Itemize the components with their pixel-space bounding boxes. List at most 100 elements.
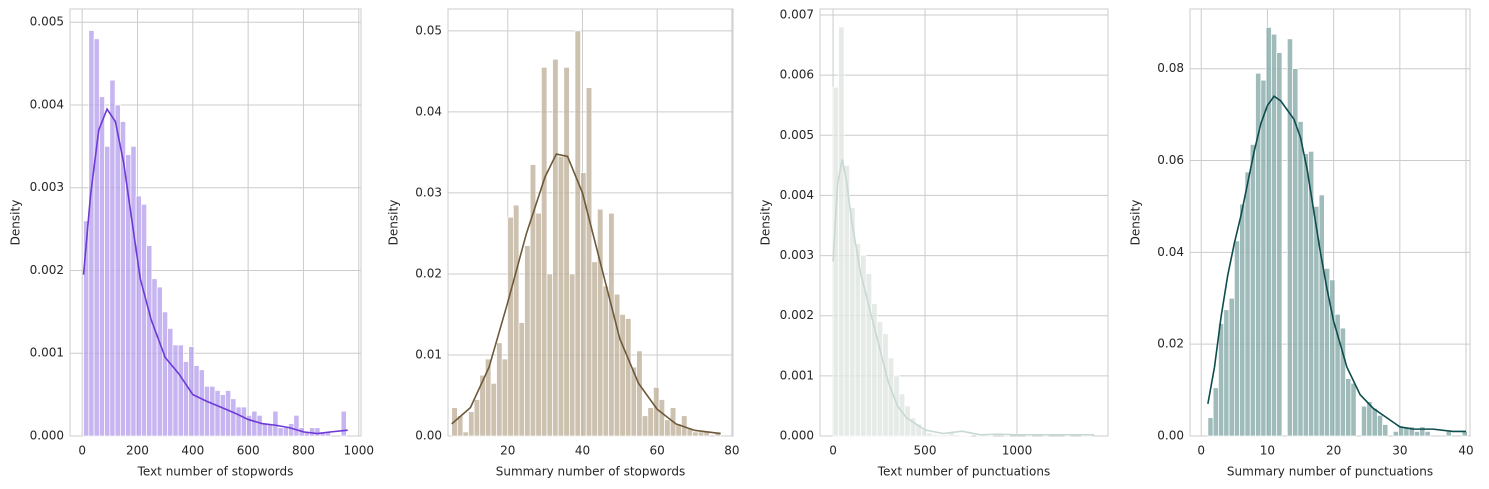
histogram-bar [1414, 431, 1421, 437]
histogram-bar [1239, 203, 1246, 437]
x-tick-label: 1000 [1002, 444, 1033, 458]
histogram-bar [602, 285, 609, 437]
histogram-bar [882, 333, 889, 437]
histogram-bar [574, 30, 581, 437]
histogram-bar [204, 385, 211, 437]
x-tick-label: 60 [650, 444, 665, 458]
histogram-bar [597, 208, 604, 437]
histogram-bar [293, 414, 300, 437]
y-tick-label: 0.000 [30, 429, 64, 443]
x-tick-label: 800 [292, 444, 315, 458]
histogram-bar [88, 30, 95, 437]
panel: 0.000 0.001 0.002 0.003 0.004 0.005 0 200 400 600… [9, 8, 374, 479]
histogram-bar [636, 350, 643, 437]
y-tick-label: 0.002 [30, 263, 64, 277]
histogram-bar [625, 318, 632, 437]
histogram-bar [490, 382, 497, 437]
histogram-bar [518, 322, 525, 437]
histogram-bar [546, 273, 553, 437]
histogram-bar [1212, 387, 1219, 437]
y-tick-label: 0.04 [415, 104, 442, 118]
histogram-bar [1445, 431, 1452, 437]
histogram-bar [251, 410, 258, 437]
histogram-bar [214, 390, 221, 437]
histogram-bar [887, 357, 895, 437]
histogram-bar [261, 423, 268, 437]
y-tick-label: 0.06 [1157, 153, 1184, 167]
histogram-bar [277, 427, 284, 437]
histogram-bar [932, 433, 939, 437]
histogram-bar [1244, 171, 1251, 437]
histogram-bar [109, 79, 116, 437]
histogram-bar [473, 399, 481, 437]
histogram-bar [1398, 426, 1405, 437]
histogram-bar [156, 286, 163, 437]
histogram-bar [692, 431, 699, 437]
y-tick-label: 0.006 [780, 68, 814, 82]
histogram-bar [965, 435, 972, 437]
histogram-bar [282, 427, 289, 437]
histogram-bar [580, 172, 587, 437]
histogram-bar [697, 431, 705, 437]
histogram-bar [849, 207, 856, 437]
histogram-bar [926, 432, 933, 437]
histogram-bar [288, 423, 295, 437]
y-tick-label: 0.000 [780, 429, 814, 443]
x-tick-label: 200 [126, 444, 149, 458]
histogram-bar [1345, 378, 1352, 437]
histogram-bar [585, 87, 593, 437]
histogram-bar [151, 278, 158, 437]
histogram-bar [1382, 424, 1389, 437]
histogram-bar [146, 245, 153, 437]
kde-line [832, 159, 1095, 436]
histogram-bar [314, 427, 321, 437]
histogram-bar [496, 342, 503, 437]
histogram-bar [591, 261, 598, 437]
histogram-bar [507, 216, 514, 437]
histogram-bar [1265, 27, 1272, 437]
y-tick-label: 0.003 [30, 180, 64, 194]
histogram-bar [524, 245, 531, 437]
y-axis-label: Density [1129, 200, 1143, 246]
histogram-bar [193, 365, 200, 437]
histogram-bar [653, 387, 660, 437]
histogram-bar [256, 414, 263, 437]
y-tick-label: 0.004 [780, 188, 814, 202]
x-tick-label: 0 [78, 444, 86, 458]
y-tick-label: 0.04 [1157, 245, 1184, 259]
histogram-bar [1371, 408, 1378, 437]
histogram-bar [93, 38, 100, 437]
histogram-bar [340, 410, 347, 437]
histogram-bar [954, 434, 961, 437]
y-tick-label: 0.005 [30, 15, 64, 29]
histogram-bar [198, 369, 205, 437]
histogram-bar [1297, 121, 1304, 437]
y-tick-label: 0.05 [415, 23, 442, 37]
histogram-bar [167, 328, 174, 437]
histogram-bar [1218, 323, 1225, 437]
x-tick-label: 10 [1260, 444, 1275, 458]
histogram-bar [1233, 240, 1240, 437]
histogram-bar [183, 361, 190, 437]
y-tick-label: 0.005 [780, 128, 814, 142]
x-tick-label: 80 [724, 444, 739, 458]
histogram-bar [1286, 38, 1293, 437]
histogram-bar [1361, 405, 1368, 437]
kde-line [451, 153, 721, 435]
x-tick-label: 40 [1458, 444, 1473, 458]
histogram-bar [98, 96, 105, 437]
y-axis-label: Density [9, 200, 23, 246]
histogram-bar [647, 407, 654, 437]
x-axis-label: Summary number of punctuations [1227, 465, 1433, 479]
histogram-bar [1003, 435, 1010, 437]
histogram-bar [177, 344, 184, 437]
x-tick-label: 500 [914, 444, 937, 458]
histogram-bar [1260, 79, 1267, 437]
histogram-bar [1271, 33, 1278, 437]
histogram-bar [1350, 382, 1357, 437]
histogram-bar [658, 399, 665, 437]
y-tick-label: 0.02 [1157, 337, 1184, 351]
histogram-bar [563, 66, 570, 437]
histogram-bar [1223, 309, 1230, 437]
